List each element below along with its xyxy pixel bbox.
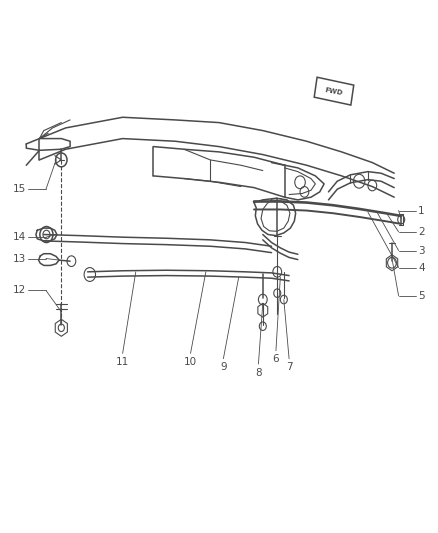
Text: 4: 4: [418, 263, 425, 272]
Text: 7: 7: [286, 362, 293, 373]
Text: 15: 15: [13, 184, 26, 194]
Text: 8: 8: [255, 368, 262, 378]
Text: 2: 2: [418, 227, 425, 237]
Text: 5: 5: [418, 291, 425, 301]
Text: 13: 13: [13, 254, 26, 263]
Text: 12: 12: [13, 286, 26, 295]
Text: 14: 14: [13, 232, 26, 242]
Text: 1: 1: [418, 206, 425, 215]
Text: 3: 3: [418, 246, 425, 255]
Text: 10: 10: [184, 357, 197, 367]
Text: 11: 11: [116, 357, 129, 367]
Polygon shape: [314, 77, 354, 105]
Text: 6: 6: [272, 354, 279, 365]
Text: FWD: FWD: [325, 86, 343, 96]
Text: 9: 9: [220, 362, 227, 373]
